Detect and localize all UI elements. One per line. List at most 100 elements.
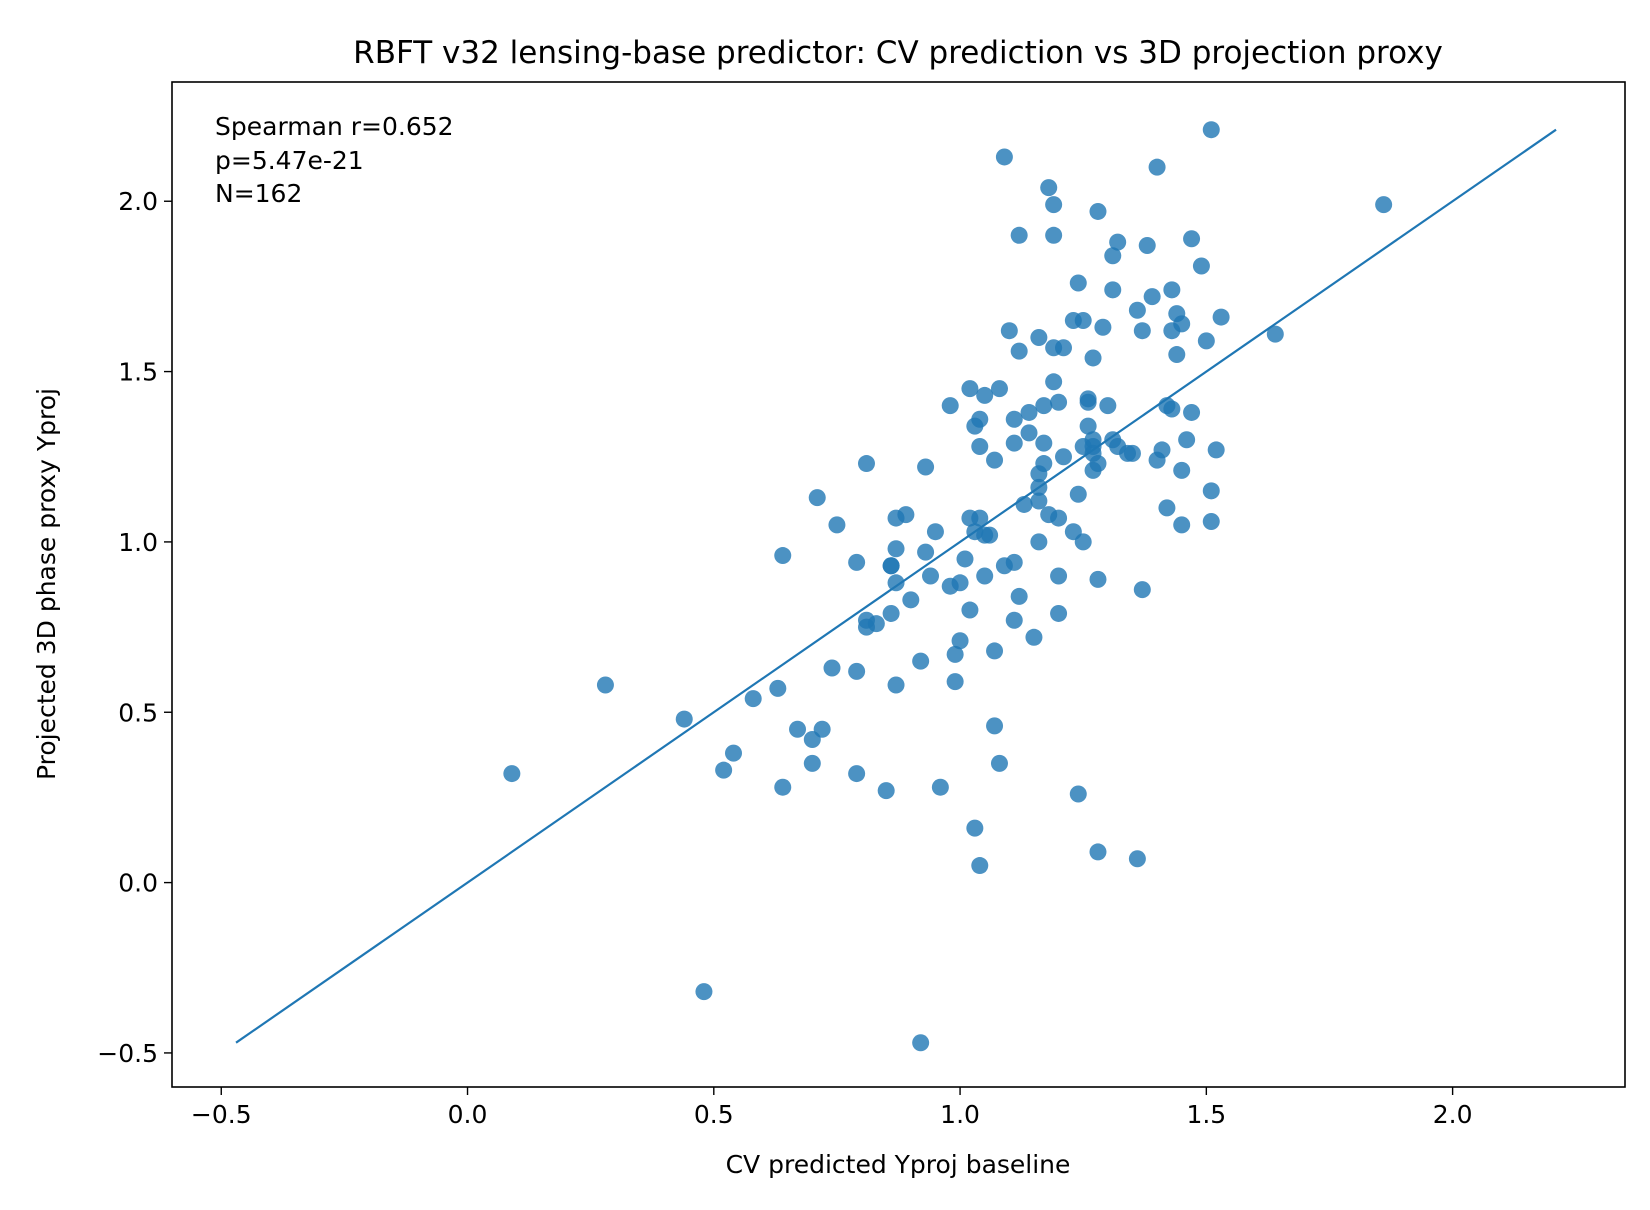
data-point xyxy=(1055,448,1073,466)
data-point xyxy=(986,451,1004,469)
data-point xyxy=(951,574,969,592)
data-point xyxy=(1173,315,1191,333)
data-point xyxy=(1109,233,1127,251)
data-point xyxy=(986,717,1004,735)
data-point xyxy=(1069,485,1087,503)
data-point xyxy=(1050,604,1068,622)
data-point xyxy=(956,550,974,568)
y-tick-label: 2.0 xyxy=(118,187,158,216)
data-point xyxy=(1089,202,1107,220)
data-point xyxy=(1030,533,1048,551)
points-layer xyxy=(503,121,1393,1052)
data-point xyxy=(1050,567,1068,585)
y-tick-label: −0.5 xyxy=(97,1039,158,1068)
annotation-spearman: Spearman r=0.652 xyxy=(215,112,454,141)
data-point xyxy=(990,754,1008,772)
data-point xyxy=(922,567,940,585)
data-point xyxy=(926,523,944,541)
data-point xyxy=(1015,495,1033,513)
data-point xyxy=(1020,403,1038,421)
y-tick-label: 1.5 xyxy=(118,358,158,387)
data-point xyxy=(1010,342,1028,360)
data-point xyxy=(902,591,920,609)
data-point xyxy=(1040,179,1058,197)
data-point xyxy=(1202,121,1220,139)
y-tick-label: 0.0 xyxy=(118,869,158,898)
data-point xyxy=(1158,499,1176,517)
data-point xyxy=(848,662,866,680)
data-point xyxy=(1173,516,1191,534)
data-point xyxy=(1005,553,1023,571)
data-point xyxy=(887,540,905,558)
data-point xyxy=(1207,441,1225,459)
data-point xyxy=(848,765,866,783)
data-point xyxy=(1035,397,1053,415)
data-point xyxy=(887,574,905,592)
data-point xyxy=(887,676,905,694)
data-point xyxy=(1079,390,1097,408)
data-point xyxy=(882,557,900,575)
data-point xyxy=(1104,247,1122,265)
data-point xyxy=(941,397,959,415)
data-point xyxy=(971,509,989,527)
data-point xyxy=(675,710,693,728)
data-point xyxy=(1143,288,1161,306)
data-point xyxy=(951,632,969,650)
data-point xyxy=(961,601,979,619)
x-axis-label: CV predicted Yproj baseline xyxy=(726,1150,1071,1179)
data-point xyxy=(1030,478,1048,496)
data-point xyxy=(1089,843,1107,861)
data-point xyxy=(1055,339,1073,357)
data-point xyxy=(1089,455,1107,473)
data-point xyxy=(1089,570,1107,588)
x-tick-label: 0.0 xyxy=(448,1100,488,1129)
data-point xyxy=(715,761,733,779)
data-point xyxy=(1104,281,1122,299)
data-point xyxy=(946,673,964,691)
data-point xyxy=(1123,444,1141,462)
data-point xyxy=(744,690,762,708)
data-point xyxy=(695,983,713,1001)
data-point xyxy=(1133,322,1151,340)
data-point xyxy=(971,438,989,456)
y-axis-label: Projected 3D phase proxy Yproj xyxy=(32,388,61,780)
data-point xyxy=(1045,196,1063,214)
data-point xyxy=(769,679,787,697)
data-point xyxy=(1030,329,1048,347)
data-point xyxy=(917,543,935,561)
data-point xyxy=(1192,257,1210,275)
data-point xyxy=(971,857,989,875)
data-point xyxy=(1000,322,1018,340)
data-point xyxy=(986,642,1004,660)
y-tick-label: 1.0 xyxy=(118,528,158,557)
y-tick-label: 0.5 xyxy=(118,698,158,727)
x-tick-label: 0.5 xyxy=(694,1100,734,1129)
data-point xyxy=(1168,346,1186,364)
data-point xyxy=(1045,373,1063,391)
data-point xyxy=(1005,434,1023,452)
data-point xyxy=(1153,441,1171,459)
data-point xyxy=(981,526,999,544)
data-point xyxy=(1173,461,1191,479)
data-point xyxy=(803,754,821,772)
data-point xyxy=(1074,533,1092,551)
data-point xyxy=(1010,587,1028,605)
data-point xyxy=(596,676,614,694)
data-point xyxy=(897,506,915,524)
data-point xyxy=(1197,332,1215,350)
data-point xyxy=(1163,400,1181,418)
x-tick-label: −0.5 xyxy=(191,1100,252,1129)
data-point xyxy=(1074,311,1092,329)
data-point xyxy=(1069,785,1087,803)
data-point xyxy=(995,148,1013,166)
chart-title: RBFT v32 lensing-base predictor: CV pred… xyxy=(353,35,1443,71)
data-point xyxy=(976,567,994,585)
data-point xyxy=(1005,611,1023,629)
data-point xyxy=(1030,492,1048,510)
data-point xyxy=(1035,455,1053,473)
data-point xyxy=(917,458,935,476)
data-point xyxy=(971,410,989,428)
data-point xyxy=(1212,308,1230,326)
data-point xyxy=(946,645,964,663)
